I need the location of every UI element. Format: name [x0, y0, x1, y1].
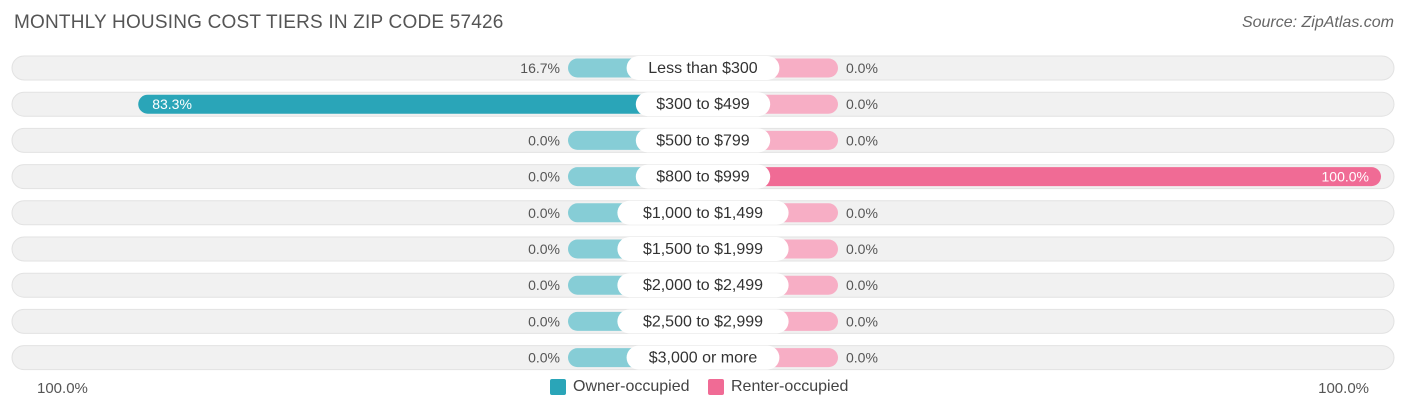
category-pill [626, 56, 780, 80]
category-pill [617, 200, 789, 225]
category-pill [635, 92, 771, 117]
category-pill [626, 345, 780, 370]
axis-right-label: 100.0% [1318, 380, 1369, 397]
renter-value-label: 0.0% [846, 132, 878, 148]
renter-value-label: 0.0% [846, 277, 878, 293]
owner-value-label: 0.0% [528, 350, 560, 366]
owner-bar [138, 94, 703, 114]
legend-owner-swatch [550, 379, 566, 395]
owner-value-label: 0.0% [528, 169, 560, 185]
owner-value-label: 0.0% [528, 241, 560, 257]
category-pill [635, 164, 771, 189]
owner-value-label: 83.3% [152, 96, 192, 112]
renter-value-label: 0.0% [846, 96, 878, 112]
owner-value-label: 0.0% [528, 205, 560, 221]
category-pill [617, 273, 789, 298]
legend-renter-label: Renter-occupied [731, 378, 849, 395]
renter-value-label: 0.0% [846, 350, 878, 366]
chart-legend: Owner-occupied Renter-occupied [0, 378, 1406, 400]
renter-value-label: 0.0% [846, 205, 878, 221]
axis-left-label: 100.0% [37, 380, 88, 397]
diverging-bar-chart: 16.7% 0.0% Less than $300 83.3% 0.0% $300 to … [11, 55, 1395, 371]
category-label: $3,000 or more [649, 350, 758, 367]
category-label: $500 to $799 [656, 132, 750, 149]
source-note: Source: ZipAtlas.com [1241, 14, 1394, 31]
category-pill [617, 237, 789, 261]
owner-value-label: 0.0% [528, 313, 560, 329]
category-label: $2,000 to $2,499 [643, 277, 763, 294]
renter-value-label: 0.0% [846, 60, 878, 76]
owner-value-label: 16.7% [520, 60, 560, 76]
renter-value-label: 100.0% [1322, 169, 1369, 185]
renter-value-label: 0.0% [846, 313, 878, 329]
category-pill [635, 128, 771, 153]
category-label: $1,500 to $1,999 [643, 241, 763, 258]
legend-owner-label: Owner-occupied [573, 378, 690, 395]
category-label: $800 to $999 [656, 169, 750, 186]
legend-owner: Owner-occupied [550, 378, 690, 396]
owner-value-label: 0.0% [528, 132, 560, 148]
chart-title: MONTHLY HOUSING COST TIERS IN ZIP CODE 5… [14, 12, 504, 33]
renter-bar [703, 167, 1381, 187]
owner-value-label: 0.0% [528, 277, 560, 293]
category-label: $1,000 to $1,499 [643, 205, 763, 222]
category-label: $2,500 to $2,999 [643, 313, 763, 330]
legend-renter-swatch [708, 379, 724, 395]
legend-renter: Renter-occupied [708, 378, 848, 396]
category-label: Less than $300 [648, 60, 758, 77]
category-label: $300 to $499 [656, 96, 750, 113]
renter-value-label: 0.0% [846, 241, 878, 257]
category-pill [617, 309, 789, 334]
